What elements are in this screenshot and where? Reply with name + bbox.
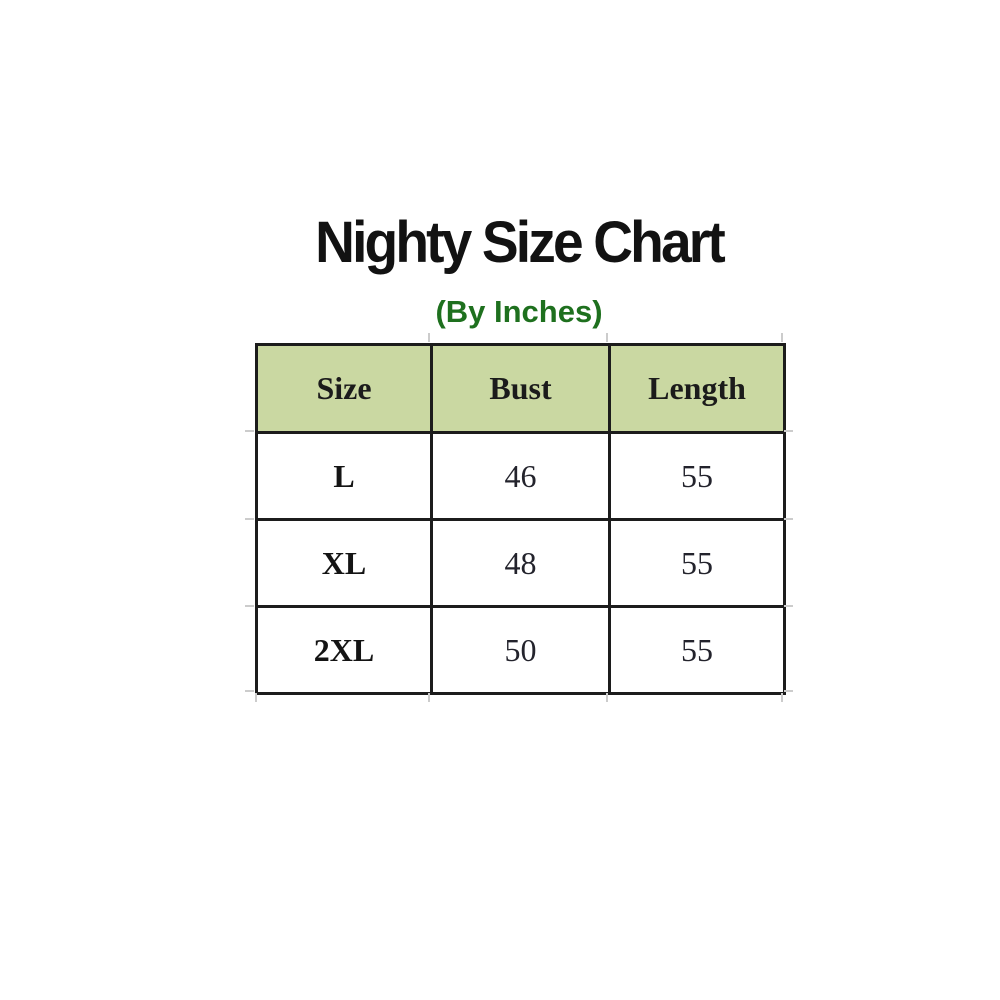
gridline-stub — [245, 690, 254, 692]
gridline-stub — [784, 690, 793, 692]
gridline-stub — [245, 605, 254, 607]
gridline-stub — [781, 333, 783, 342]
size-table: Size Bust Length L 46 55 XL 48 55 2XL — [255, 343, 786, 695]
page-subtitle: (By Inches) — [435, 294, 603, 329]
size-table-wrap: Size Bust Length L 46 55 XL 48 55 2XL — [245, 333, 793, 702]
table-row-2xl: 2XL 50 55 — [255, 605, 786, 695]
bust-cell: 46 — [430, 431, 611, 521]
gridline-stub — [606, 693, 608, 702]
length-cell: 55 — [608, 518, 786, 608]
size-cell: 2XL — [255, 605, 433, 695]
bust-cell: 50 — [430, 605, 611, 695]
gridline-stub — [245, 430, 254, 432]
gridline-stub — [784, 430, 793, 432]
bust-cell: 48 — [430, 518, 611, 608]
column-header-bust: Bust — [430, 343, 611, 434]
column-header-size: Size — [255, 343, 433, 434]
column-header-length: Length — [608, 343, 786, 434]
gridline-stub — [245, 518, 254, 520]
table-header-row: Size Bust Length — [255, 343, 786, 434]
size-cell: XL — [255, 518, 433, 608]
gridline-stub — [428, 333, 430, 342]
table-row-xl: XL 48 55 — [255, 518, 786, 608]
length-cell: 55 — [608, 431, 786, 521]
gridline-stub — [784, 518, 793, 520]
gridline-stub — [606, 333, 608, 342]
gridline-stub — [428, 693, 430, 702]
gridline-stub — [255, 693, 257, 702]
page-title: Nighty Size Chart — [315, 210, 726, 275]
size-cell: L — [255, 431, 433, 521]
length-cell: 55 — [608, 605, 786, 695]
table-row-l: L 46 55 — [255, 431, 786, 521]
gridline-stub — [784, 605, 793, 607]
gridline-stub — [781, 693, 783, 702]
